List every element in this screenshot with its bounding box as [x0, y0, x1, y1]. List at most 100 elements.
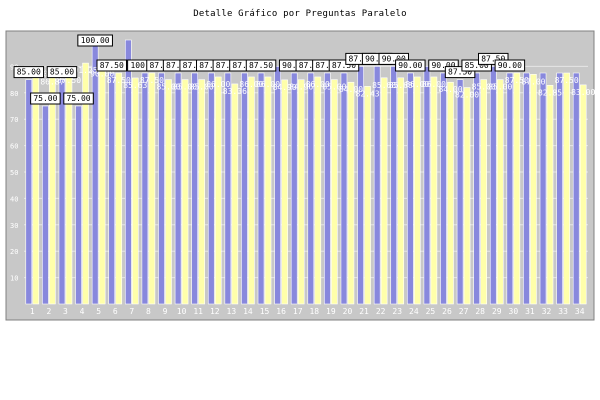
bar-value-label: 85.63 — [123, 81, 147, 90]
bar-paralelo — [390, 66, 398, 305]
bar-value-label: 86.00 — [239, 80, 263, 89]
bar-value-label: 85.00 — [190, 83, 214, 92]
bar-promedio — [198, 79, 205, 305]
bar-paralelo — [257, 72, 265, 305]
bar-paralelo — [174, 72, 182, 305]
callout-box — [13, 66, 45, 79]
bar-promedio — [281, 79, 288, 305]
callout-label: 87.50 — [448, 68, 472, 77]
bar-promedio — [546, 84, 554, 305]
bar-paralelo — [42, 105, 49, 305]
bar-promedio — [98, 66, 106, 305]
bar-paralelo — [141, 72, 149, 305]
callout-label: 90.00 — [282, 61, 306, 70]
callout-label: 87.50 — [183, 61, 207, 70]
x-tick-label: 27 — [459, 307, 469, 316]
bar-paralelo — [556, 72, 563, 305]
value-callout: 87.50 — [96, 59, 127, 72]
bar-promedio — [132, 77, 139, 305]
bar-promedio — [248, 76, 255, 305]
x-tick-label: 32 — [542, 307, 552, 316]
bar-promedio — [297, 79, 305, 305]
bar-paralelo — [506, 72, 514, 305]
bar-value-label: 85.68 — [372, 81, 396, 90]
bar-paralelo — [456, 79, 464, 305]
bar-paralelo — [324, 72, 331, 305]
bar-promedio — [496, 79, 504, 305]
bar-value-label: 83.36 — [223, 87, 247, 96]
bar-paralelo — [207, 72, 215, 305]
y-tick-label: 40 — [10, 195, 18, 203]
value-callout: 90.00 — [428, 59, 459, 72]
callout-label: 87.50 — [349, 54, 373, 63]
value-callout: 87.50 — [328, 59, 360, 72]
bar-paralelo — [224, 72, 232, 305]
bar-value-label: 86.87 — [40, 78, 64, 87]
value-callout: 90.00 — [494, 59, 526, 72]
x-tick-label: 22 — [376, 307, 386, 316]
bar-value-label: 82.43 — [356, 89, 380, 98]
bar-promedio — [563, 72, 570, 305]
callout-box — [96, 59, 127, 72]
callout-label: 87.50 — [216, 61, 240, 70]
bar-paralelo — [357, 66, 364, 305]
bar-value-label: 87.50 — [57, 76, 81, 85]
callout-box — [478, 52, 509, 65]
bar-value-label: 85.00 — [488, 83, 512, 92]
bar-paralelo — [307, 72, 315, 305]
bar-paralelo — [290, 72, 298, 305]
value-callout: 75.00 — [30, 92, 61, 105]
bar-promedio — [397, 77, 405, 305]
bar-promedio — [347, 81, 355, 305]
x-tick-label: 5 — [96, 307, 101, 316]
callout-label: 90.00 — [498, 61, 522, 70]
bar-value-label: 86.00 — [405, 80, 429, 89]
bar-value-label: 85.68 — [389, 81, 413, 90]
callout-label: 90.00 — [398, 61, 422, 70]
x-tick-label: 18 — [309, 307, 319, 316]
bar-promedio — [115, 72, 123, 305]
bar-paralelo — [489, 66, 497, 305]
bar-value-label: 85.00 — [173, 83, 197, 92]
x-tick-label: 11 — [193, 307, 203, 316]
callout-box — [494, 59, 526, 72]
value-callout: 75.00 — [63, 92, 94, 105]
callout-box — [378, 52, 409, 65]
bar-paralelo — [75, 105, 82, 305]
callout-box — [46, 66, 78, 79]
x-tick-label: 31 — [525, 307, 535, 316]
bar-promedio — [49, 74, 56, 305]
x-tick-label: 33 — [558, 307, 568, 316]
callout-box — [444, 66, 476, 79]
bar-promedio — [231, 83, 239, 305]
callout-label: 87.50 — [332, 61, 356, 70]
x-tick-label: 25 — [426, 307, 436, 316]
x-tick-label: 19 — [326, 307, 336, 316]
x-tick-label: 28 — [475, 307, 485, 316]
callout-label: 87.50 — [299, 61, 323, 70]
bar-value-label: 87.00 — [521, 77, 545, 86]
bar-paralelo — [340, 72, 348, 305]
callout-label: 87.50 — [249, 61, 273, 70]
x-tick-label: 14 — [243, 307, 253, 316]
bar-paralelo — [539, 72, 547, 305]
callout-box — [428, 59, 459, 72]
x-tick-label: 30 — [509, 307, 519, 316]
y-tick-label: 30 — [10, 222, 18, 230]
bar-value-label: 82.00 — [455, 91, 479, 100]
x-tick-label: 29 — [492, 307, 502, 316]
x-tick-label: 21 — [359, 307, 369, 316]
bar-paralelo — [25, 79, 33, 305]
x-tick-label: 12 — [210, 307, 220, 316]
callout-box — [245, 59, 277, 72]
y-tick-label: 60 — [10, 143, 18, 151]
bar-promedio — [181, 79, 189, 305]
x-tick-label: 16 — [276, 307, 286, 316]
bar-value-label: 85.00 — [472, 83, 496, 92]
y-tick-label: 70 — [10, 116, 18, 124]
bar-paralelo — [523, 72, 530, 305]
bar-value-label: 84.96 — [289, 83, 313, 92]
value-callout: 87.50 — [245, 59, 277, 72]
value-callout: 87.50 — [478, 52, 509, 65]
